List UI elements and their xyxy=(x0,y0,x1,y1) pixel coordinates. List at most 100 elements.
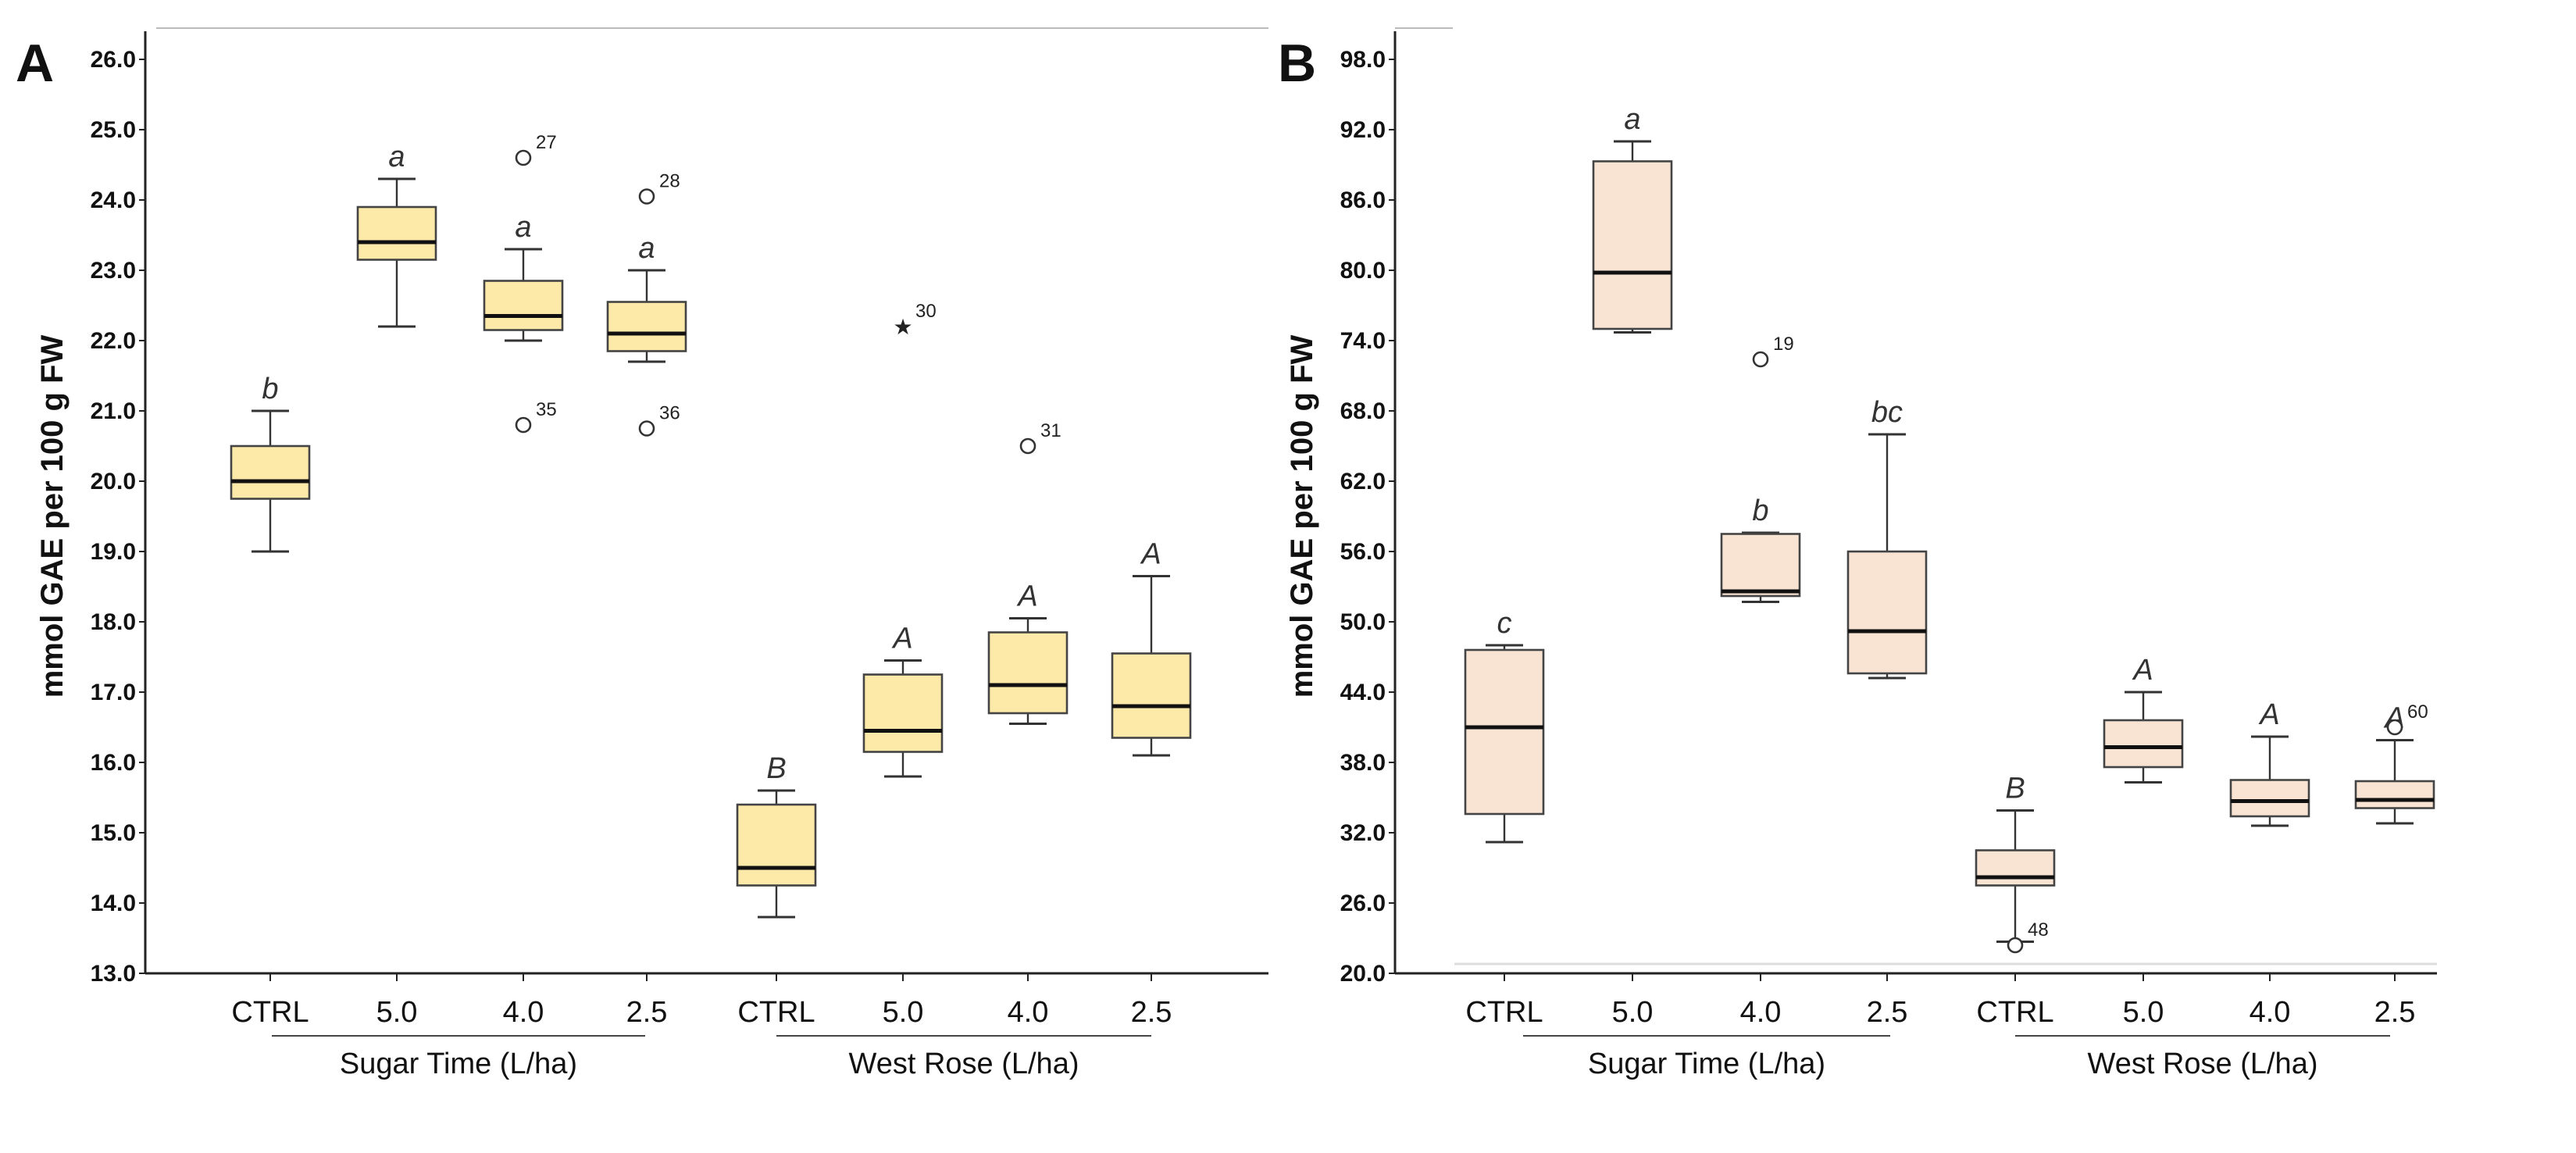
group-label: Sugar Time (L/ha) xyxy=(1588,1048,1825,1080)
outlier-point xyxy=(1752,351,1769,368)
box-west-rose-5.0: A xyxy=(2103,654,2184,784)
y-tick-label: 38.0 xyxy=(1340,750,1386,776)
group-label: Sugar Time (L/ha) xyxy=(340,1048,577,1080)
x-tick-label: 4.0 xyxy=(1008,996,1049,1029)
significance-letter: A xyxy=(1140,538,1161,571)
y-tick-label: 24.0 xyxy=(91,187,136,213)
outlier-label: 36 xyxy=(659,403,680,424)
y-tick-label: 16.0 xyxy=(91,750,136,776)
extreme-outlier-star: ★ xyxy=(893,315,912,339)
iqr-box xyxy=(483,280,564,331)
iqr-box xyxy=(1846,550,1928,675)
y-tick-label: 98.0 xyxy=(1340,47,1386,73)
significance-letter: A xyxy=(2258,698,2279,731)
y-tick-label: 17.0 xyxy=(91,680,136,705)
y-tick-label: 92.0 xyxy=(1340,117,1386,143)
y-tick-label: 23.0 xyxy=(91,258,136,284)
y-tick-label: 25.0 xyxy=(91,117,136,143)
iqr-box xyxy=(1111,652,1192,739)
y-tick-label: 68.0 xyxy=(1340,398,1386,424)
significance-letter: a xyxy=(638,232,655,265)
x-tick-label: 5.0 xyxy=(2123,996,2164,1029)
box-sugar-time-CTRL: b xyxy=(230,373,311,553)
y-tick-label: 13.0 xyxy=(91,961,136,987)
iqr-box xyxy=(862,673,944,753)
y-axis-label: mmol GAE per 100 g FW xyxy=(1285,334,1319,698)
outlier-label: 19 xyxy=(1773,334,1794,355)
panel-B: B 20.0 26.0 32.0 38.0 44.0 50.0 56.0 62.0 68.0 74.… xyxy=(1278,27,2437,1080)
y-tick-label: 50.0 xyxy=(1340,609,1386,635)
box-west-rose-5.0: A ★30 xyxy=(862,301,944,778)
box-west-rose-CTRL: B xyxy=(736,752,817,919)
y-tick-label: 20.0 xyxy=(91,469,136,494)
y-tick-label: 14.0 xyxy=(91,891,136,916)
iqr-box xyxy=(2103,719,2184,769)
significance-letter: a xyxy=(515,211,531,244)
y-tick-label: 19.0 xyxy=(91,539,136,565)
iqr-box xyxy=(1464,648,1545,816)
x-tick-label: CTRL xyxy=(1976,996,2053,1029)
y-tick-label: 20.0 xyxy=(1340,961,1386,987)
x-tick-label: 2.5 xyxy=(626,996,668,1029)
iqr-box xyxy=(230,444,311,500)
significance-letter: a xyxy=(388,141,405,173)
x-tick-label: CTRL xyxy=(231,996,309,1029)
iqr-box xyxy=(2354,780,2435,809)
y-tick-label: 56.0 xyxy=(1340,539,1386,565)
iqr-box xyxy=(1720,533,1801,598)
significance-letter: a xyxy=(1624,103,1640,136)
box-sugar-time-CTRL: c xyxy=(1464,607,1545,844)
y-tick-label: 62.0 xyxy=(1340,469,1386,494)
outlier-point xyxy=(515,416,532,434)
x-tick-label: CTRL xyxy=(1465,996,1543,1029)
box-sugar-time-5.0: a xyxy=(356,141,437,328)
group-label: West Rose (L/ha) xyxy=(849,1048,1079,1080)
significance-letter: bc xyxy=(1871,396,1903,429)
x-tick-label: CTRL xyxy=(737,996,815,1029)
x-tick-label: 2.5 xyxy=(2374,996,2416,1029)
significance-letter: A xyxy=(2132,654,2153,687)
x-tick-label: 5.0 xyxy=(883,996,924,1029)
y-tick-label: 26.0 xyxy=(91,47,136,73)
significance-letter: B xyxy=(766,752,786,785)
y-tick-label: 44.0 xyxy=(1340,680,1386,705)
y-tick-label: 74.0 xyxy=(1340,328,1386,354)
significance-letter: b xyxy=(262,373,278,405)
box-west-rose-CTRL: B 48 xyxy=(1975,773,2056,954)
y-tick-label: 26.0 xyxy=(1340,891,1386,916)
panel-label: A xyxy=(16,34,54,93)
box-sugar-time-2.5: bc xyxy=(1846,396,1928,680)
significance-letter: b xyxy=(1752,494,1768,527)
x-tick-label: 4.0 xyxy=(2250,996,2291,1029)
box-west-rose-4.0: A 31 xyxy=(987,420,1069,725)
box-sugar-time-5.0: a xyxy=(1592,103,1673,334)
significance-letter: c xyxy=(1497,607,1512,640)
iqr-box xyxy=(1592,160,1673,330)
box-sugar-time-2.5: a 28 36 xyxy=(606,171,687,437)
y-tick-label: 86.0 xyxy=(1340,187,1386,213)
group-label: West Rose (L/ha) xyxy=(2088,1048,2318,1080)
outlier-label: 30 xyxy=(915,301,937,322)
outlier-label: 48 xyxy=(2028,919,2049,941)
panel-A: A 13.0 14.0 15.0 16.0 17.0 18.0 19.0 20.0 21.0 22.… xyxy=(16,27,1268,1080)
box-sugar-time-4.0: a 27 35 xyxy=(483,132,564,434)
outlier-point xyxy=(515,149,532,166)
iqr-box xyxy=(1975,849,2056,887)
x-tick-label: 2.5 xyxy=(1867,996,1908,1029)
iqr-box xyxy=(987,631,1069,715)
outlier-label: 27 xyxy=(536,132,557,153)
outlier-point xyxy=(2007,937,2024,954)
significance-letter: B xyxy=(2005,773,2025,805)
y-tick-label: 15.0 xyxy=(91,820,136,846)
outlier-label: 35 xyxy=(536,399,557,420)
outlier-label: 28 xyxy=(659,171,680,192)
box-sugar-time-4.0: b 19 xyxy=(1720,334,1801,603)
box-west-rose-2.5: A xyxy=(1111,538,1192,757)
box-west-rose-2.5: A 60 xyxy=(2354,701,2435,825)
box-west-rose-4.0: A xyxy=(2229,698,2310,827)
x-tick-label: 5.0 xyxy=(1612,996,1654,1029)
y-tick-label: 22.0 xyxy=(91,328,136,354)
outlier-point xyxy=(638,188,655,205)
y-tick-label: 32.0 xyxy=(1340,820,1386,846)
